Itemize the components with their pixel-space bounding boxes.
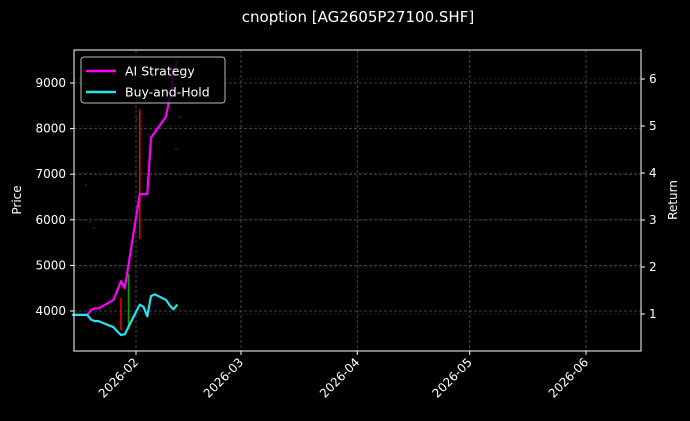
y-right-tick-label: 5 xyxy=(649,119,657,133)
y-right-tick-label: 6 xyxy=(649,72,657,86)
x-tick-label: 2026-04 xyxy=(317,355,362,400)
series-line-ai-strategy xyxy=(72,59,179,316)
y-axis-label-right: Return xyxy=(666,180,680,220)
y-axis-label-left: Price xyxy=(10,185,24,214)
x-tick-label: 2026-05 xyxy=(430,355,475,400)
series-lines xyxy=(72,59,179,337)
x-tick-label: 2026-03 xyxy=(201,355,246,400)
y-right-tick-label: 3 xyxy=(649,213,657,227)
y-left-tick-label: 5000 xyxy=(35,258,66,272)
y-right-tick-label: 2 xyxy=(649,260,657,274)
y-left-tick-label: 7000 xyxy=(35,167,66,181)
x-tick-label: 2026-02 xyxy=(96,355,141,400)
legend-box xyxy=(80,56,226,104)
y-left-tick-label: 9000 xyxy=(35,76,66,90)
x-tick-label: 2026-06 xyxy=(546,355,591,400)
legend-label: AI Strategy xyxy=(125,64,195,79)
y-right-tick-label: 1 xyxy=(649,307,657,321)
legend-label: Buy-and-Hold xyxy=(125,85,210,100)
grid-lines xyxy=(74,50,641,351)
y-left-tick-label: 8000 xyxy=(35,122,66,136)
y-left-tick-label: 6000 xyxy=(35,213,66,227)
legend: AI Strategy Buy-and-Hold xyxy=(80,56,226,104)
candle-bars xyxy=(85,109,181,331)
series-line-buy-and-hold xyxy=(72,293,179,337)
chart-title: cnoption [AG2605P27100.SHF] xyxy=(241,8,475,26)
y-right-tick-label: 4 xyxy=(649,166,657,180)
y-left-tick-label: 4000 xyxy=(35,304,66,318)
